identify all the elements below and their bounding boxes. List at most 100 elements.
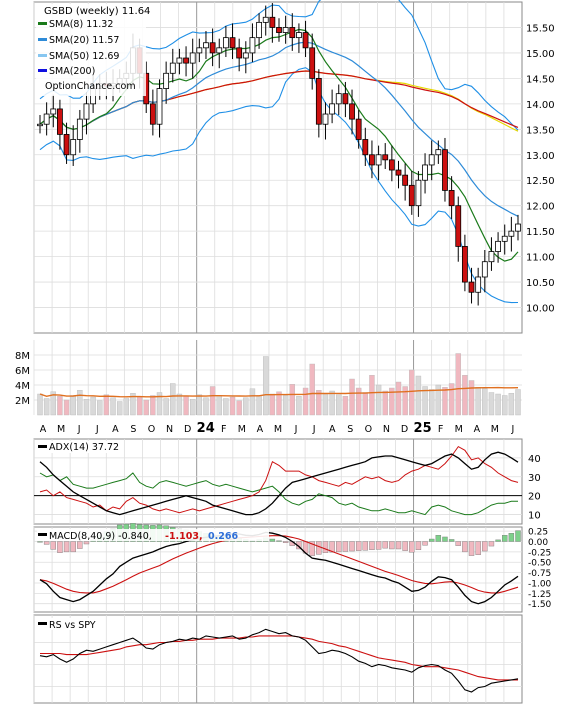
candle-body bbox=[57, 108, 63, 135]
macd-histogram-bar bbox=[70, 541, 76, 553]
macd-histogram-bar bbox=[415, 541, 422, 551]
volume-bar bbox=[442, 387, 448, 416]
candle-body bbox=[501, 235, 508, 242]
macd-tick-label: -0.25 bbox=[528, 548, 551, 558]
volume-bar bbox=[90, 396, 96, 416]
volume-bar bbox=[97, 400, 103, 416]
volume-bar bbox=[475, 387, 481, 416]
month-label: F bbox=[438, 424, 443, 435]
month-label: M bbox=[455, 424, 463, 435]
candle-body bbox=[282, 27, 289, 33]
volume-bar bbox=[369, 375, 375, 416]
volume-tick-label: 2M bbox=[15, 396, 30, 407]
candle-body bbox=[481, 261, 488, 278]
volume-tick-label: 6M bbox=[15, 366, 30, 377]
volume-bar bbox=[349, 378, 355, 416]
candle-body bbox=[229, 37, 236, 49]
macd-tick-label: -1.00 bbox=[528, 579, 552, 589]
macd-histogram-bar bbox=[63, 541, 70, 553]
candle-body bbox=[302, 32, 309, 49]
macd-tick-label: 0.25 bbox=[528, 528, 548, 538]
macd-histogram-bar bbox=[362, 541, 369, 551]
legend-swatch-sma8 bbox=[38, 22, 47, 25]
macd-histogram-bar bbox=[375, 541, 382, 550]
volume-bar bbox=[395, 381, 402, 416]
candle-body bbox=[395, 169, 402, 176]
plus-di-line bbox=[39, 472, 518, 516]
candle-body bbox=[163, 72, 170, 89]
candle-body bbox=[461, 246, 468, 283]
month-label: J bbox=[77, 424, 81, 435]
volume-bar bbox=[362, 392, 369, 416]
macd-signal-value: -1.103, bbox=[165, 531, 203, 542]
candle-body bbox=[448, 190, 455, 207]
volume-bar bbox=[289, 384, 295, 416]
volume-tick-label: 4M bbox=[15, 381, 30, 392]
volume-bar bbox=[508, 393, 515, 416]
volume-bar bbox=[263, 356, 269, 416]
rs-average-line bbox=[40, 635, 518, 681]
volume-bar bbox=[316, 390, 322, 416]
volume-bar bbox=[43, 398, 50, 416]
month-label: M bbox=[238, 424, 246, 435]
candle-body bbox=[349, 103, 355, 120]
candle-body bbox=[388, 159, 395, 171]
month-label: J bbox=[312, 424, 316, 435]
candle-body bbox=[369, 154, 375, 166]
price-tick-label: 13.00 bbox=[526, 151, 555, 162]
volume-bar bbox=[409, 369, 415, 416]
adx-tick-label: 40 bbox=[528, 454, 541, 465]
candle-body bbox=[149, 103, 156, 125]
price-tick-label: 10.00 bbox=[526, 304, 555, 315]
month-label: J bbox=[95, 424, 99, 435]
volume-bar bbox=[488, 392, 495, 416]
month-label: O bbox=[365, 424, 372, 435]
macd-hist-value: 0.266 bbox=[208, 531, 238, 542]
price-tick-label: 10.50 bbox=[526, 278, 555, 289]
volume-bar bbox=[342, 396, 349, 416]
candle-body bbox=[289, 27, 296, 39]
volume-bar bbox=[448, 383, 455, 416]
volume-bar bbox=[389, 387, 395, 416]
volume-bar bbox=[203, 397, 209, 416]
macd-histogram-bar bbox=[322, 541, 329, 553]
macd-histogram-bar bbox=[395, 541, 402, 550]
volume-bar bbox=[296, 396, 302, 416]
volume-bar bbox=[70, 395, 76, 416]
volume-bar bbox=[136, 396, 143, 416]
candle-body bbox=[435, 149, 442, 156]
candle-body bbox=[475, 276, 482, 293]
volume-bar bbox=[482, 388, 488, 416]
macd-histogram-bar bbox=[309, 541, 315, 556]
volume-bar bbox=[123, 398, 130, 416]
volume-bar bbox=[382, 390, 388, 416]
candle-body bbox=[515, 223, 521, 232]
candle-body bbox=[43, 113, 50, 125]
adx-legend-swatch bbox=[38, 445, 47, 448]
candle-body bbox=[428, 154, 435, 166]
volume-bar bbox=[302, 387, 309, 416]
macd-histogram-bar bbox=[83, 541, 90, 545]
adx-line bbox=[39, 451, 519, 516]
volume-bar bbox=[415, 375, 422, 416]
macd-histogram-bar bbox=[329, 541, 335, 553]
volume-bar bbox=[110, 397, 116, 416]
adx-label: ADX(14) 37.72 bbox=[49, 442, 119, 453]
adx-panel: 40 30 20 10 ADX(14) 37.72 bbox=[33, 438, 541, 525]
macd-tick-label: -0.75 bbox=[528, 569, 551, 579]
macd-histogram-bar bbox=[409, 541, 415, 553]
price-tick-label: 11.00 bbox=[526, 253, 555, 264]
candle-body bbox=[236, 47, 243, 59]
macd-histogram-bar bbox=[402, 541, 408, 551]
macd-histogram-bar bbox=[502, 535, 508, 542]
legend-label-sma50: SMA(50) 12.69 bbox=[49, 51, 119, 62]
volume-bar bbox=[435, 384, 442, 416]
macd-histogram-bar bbox=[316, 541, 322, 555]
macd-histogram-bar bbox=[468, 541, 475, 556]
volume-bar bbox=[236, 400, 242, 416]
month-label: J bbox=[294, 424, 298, 435]
candle-body bbox=[242, 52, 249, 59]
macd-histogram-bar bbox=[442, 536, 448, 542]
candle-body bbox=[408, 184, 415, 207]
